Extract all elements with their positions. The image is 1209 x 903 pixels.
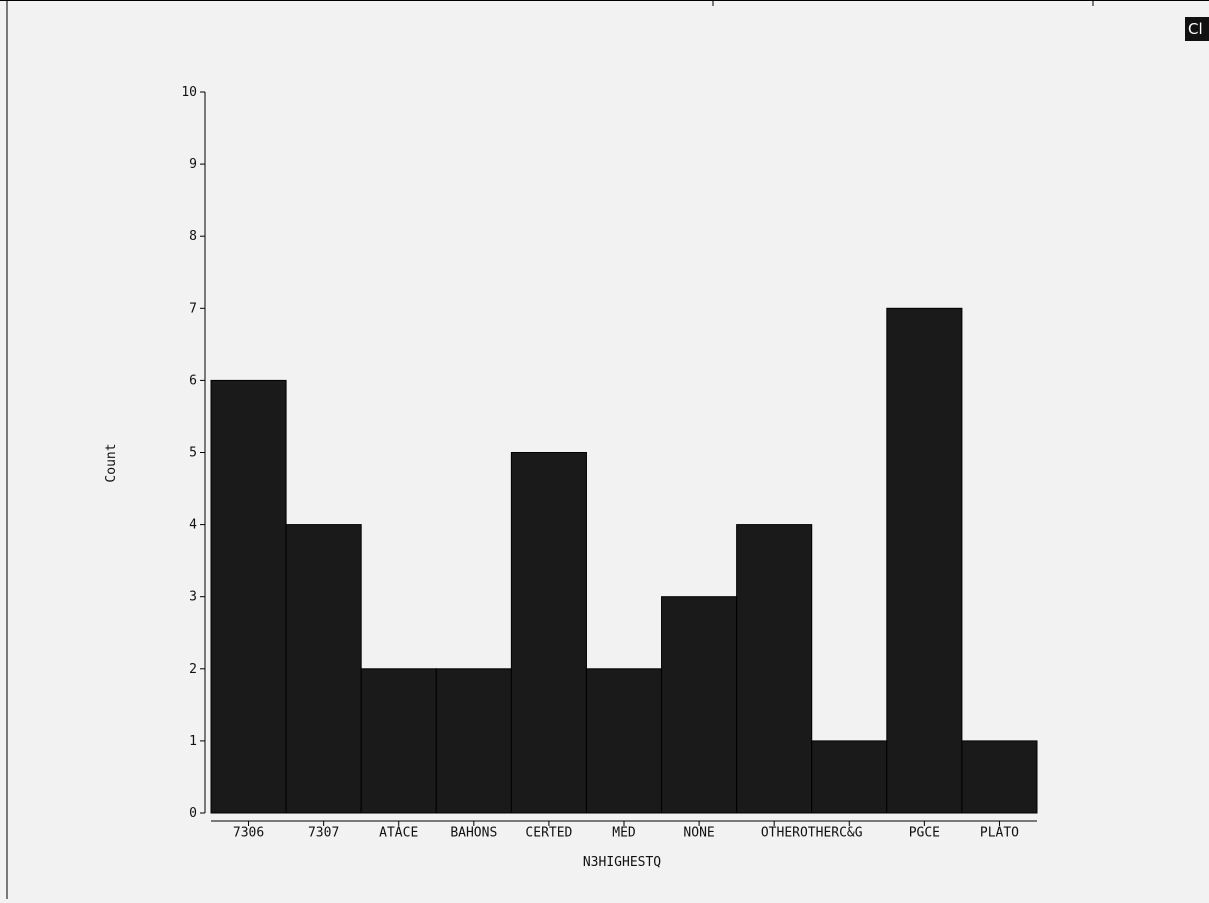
- bar-certed: [510, 452, 587, 814]
- y-tick-label: 7: [189, 301, 197, 316]
- bar-atace: [360, 668, 437, 814]
- y-tick-label: 10: [181, 85, 197, 100]
- x-tick-label: PLATO: [980, 826, 1019, 841]
- y-tick-label: 3: [189, 590, 197, 605]
- y-tick-label: 1: [189, 734, 197, 749]
- bar-pgce: [886, 307, 963, 814]
- y-tick-label: 5: [189, 446, 197, 461]
- x-tick-label: BAHONS: [450, 826, 497, 841]
- y-tick-label: 6: [189, 373, 197, 388]
- x-tick-label: NONE: [683, 826, 714, 841]
- y-tick-label: 4: [189, 518, 197, 533]
- bar-otherc-g: [811, 740, 888, 814]
- y-tick-label: 9: [189, 157, 197, 172]
- bars-group: [210, 307, 1038, 814]
- x-tick-label: 7307: [308, 826, 339, 841]
- y-tick-label: 2: [189, 662, 197, 677]
- bar-other: [736, 524, 813, 814]
- y-tick-label: 0: [189, 806, 197, 821]
- x-tick-label: ATACE: [379, 826, 418, 841]
- x-tick-label: CERTED: [525, 826, 572, 841]
- x-axis: 7306 7307 ATACE BAHONS CERTED MED NONE OTHEROTH…: [211, 820, 1037, 841]
- y-axis: 0 1 2 3 4 5 6 7 8 9 10: [181, 85, 206, 821]
- x-axis-label: N3HIGHESTQ: [583, 855, 661, 870]
- bar-7306: [210, 379, 287, 814]
- x-tick-label: 7306: [233, 826, 264, 841]
- bar-none: [661, 596, 738, 814]
- x-tick-label: OTHEROTHERC&G: [761, 826, 863, 841]
- bar-plato: [961, 740, 1038, 814]
- x-tick-label: PGCE: [909, 826, 940, 841]
- x-tick-label: MED: [612, 826, 636, 841]
- y-tick-label: 8: [189, 229, 197, 244]
- close-button[interactable]: Cl: [1185, 17, 1209, 41]
- bar-bahons: [435, 668, 512, 814]
- y-axis-label: Count: [104, 443, 119, 482]
- bar-med: [585, 668, 663, 814]
- bar-7307: [285, 524, 362, 814]
